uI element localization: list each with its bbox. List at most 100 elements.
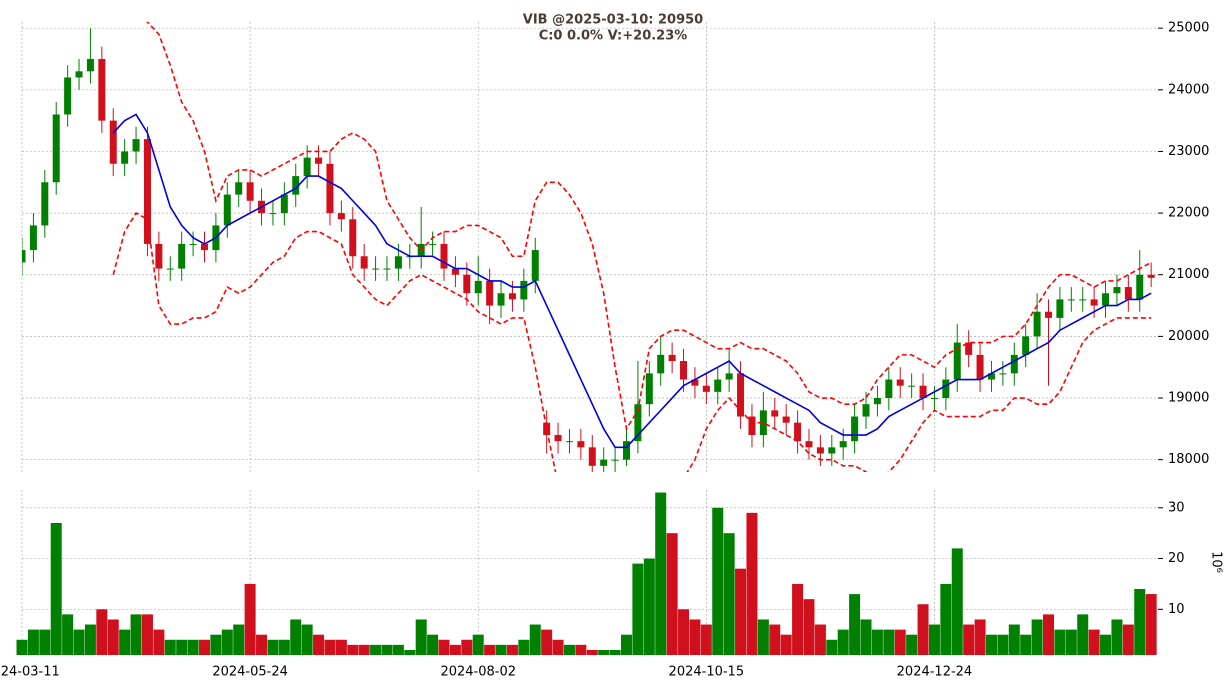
volume-bar [1134,589,1146,655]
volume-bar [62,614,74,655]
candle-body [486,280,494,306]
volume-bar [381,644,393,655]
candle-body [451,268,459,275]
volume-bar [73,629,85,655]
volume-bar [860,619,872,655]
volume-bar [50,523,62,655]
volume-bar [666,533,678,655]
candle-body [86,58,94,72]
volume-bar [506,644,518,655]
band-line [112,113,1152,449]
volume-bar [837,629,849,655]
volume-bar [438,639,450,655]
chart-subtitle: C:0 0.0% V:+20.23% [539,29,688,44]
candle-body [235,182,243,195]
candle-body [29,225,37,251]
candle-body [1147,274,1155,278]
candle-body [1113,287,1121,294]
volume-bar [472,634,484,655]
candle-body [1033,311,1041,337]
volume-bar [997,634,1009,655]
volume-bar [735,568,747,655]
candle-body [280,194,288,214]
volume-bar [347,644,359,655]
candle-body [303,157,311,177]
candle-body [885,379,893,399]
candle-body [839,441,847,448]
y-tick-label: 10 [1168,602,1185,617]
candle-body [805,441,813,448]
volume-bar [757,619,769,655]
volume-bar [187,639,199,655]
candle-body [223,194,231,226]
y-tick-label: 20 [1168,551,1185,566]
y-tick-label: 25000 [1168,21,1209,36]
volume-bar [16,639,28,655]
volume-bar [700,624,712,655]
volume-bar [849,594,861,655]
volume-bar [210,634,222,655]
candle-body [919,385,927,399]
volume-bar [1111,619,1123,655]
volume-bar [358,644,370,655]
candle-body [645,373,653,405]
candle-body [326,163,334,214]
x-tick-label: 2024-03-11 [0,665,60,680]
volume-bar [1054,629,1066,655]
volume-bar [655,492,667,655]
volume-bar [130,614,142,655]
volume-bar [780,634,792,655]
volume-bar [529,624,541,655]
volume-bar [928,624,940,655]
volume-bar [723,533,735,655]
candle-body [166,268,174,270]
candle-body [725,373,733,380]
volume-bar [495,644,507,655]
x-tick-label: 2024-05-24 [212,665,288,680]
volume-bar [552,639,564,655]
volume-bar [871,629,883,655]
candle-body [246,182,254,201]
candle-body [349,219,357,257]
candle-body [999,373,1007,375]
candle-body [543,422,551,436]
candle-body [1022,336,1030,355]
volume-bar [620,634,632,655]
candle-body [394,256,402,269]
volume-bar [313,634,325,655]
candle-body [200,243,208,251]
volume-bar [826,639,838,655]
y-tick-label: 20000 [1168,329,1209,344]
candle-body [155,243,163,269]
y-tick-label: 22000 [1168,206,1209,221]
y-tick-label: 24000 [1168,82,1209,97]
candle-body [1079,299,1087,301]
candle-body [1090,299,1098,306]
volume-bar [96,609,108,655]
candle-body [565,441,573,443]
volume-bar [678,609,690,655]
volume-bar [940,583,952,655]
volume-bar [769,624,781,655]
candle-body [372,268,380,270]
volume-bar [392,644,404,655]
volume-bar [598,649,610,655]
band-line [112,212,1152,472]
volume-bar [917,604,929,655]
volume-bar [301,624,313,655]
volume-bar [290,619,302,655]
price-panel [22,22,1155,472]
candle-body [953,342,961,380]
y-tick-label: 30 [1168,500,1185,515]
volume-bar [586,649,598,655]
volume-bar [484,644,496,655]
candle-body [1136,274,1144,300]
candle-body [1124,287,1132,300]
candle-body [497,293,505,306]
candle-body [862,404,870,417]
candle-body [360,256,368,269]
chart-title: VIB @2025-03-10: 20950 [523,13,703,28]
candle-body [531,250,539,281]
candle-body [771,410,779,417]
